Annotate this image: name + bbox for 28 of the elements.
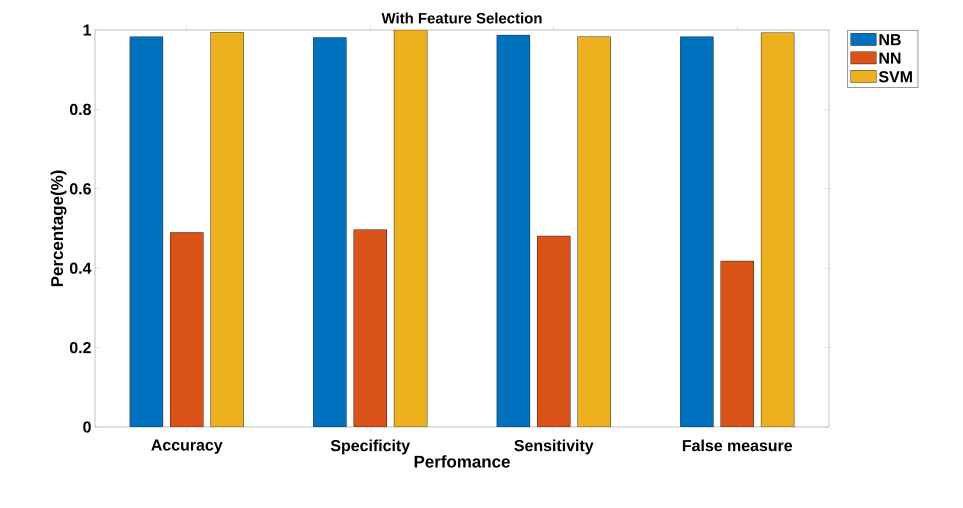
bar: [760, 32, 794, 427]
y-tick-label: 0.8: [70, 104, 91, 116]
bar: [210, 32, 244, 427]
chart-title: With Feature Selection: [382, 12, 542, 24]
legend-label: SVM: [878, 71, 912, 82]
bar: [130, 36, 164, 427]
x-tick-label: Accuracy: [151, 440, 223, 454]
x-axis-title: Perfomance: [414, 455, 510, 468]
bar: [537, 236, 570, 427]
x-tick-label: False measure: [682, 440, 792, 452]
bar: [577, 36, 611, 427]
y-tick-label: 0.6: [70, 183, 91, 194]
x-tick-label: Specificity: [330, 440, 410, 454]
bar: [394, 30, 428, 427]
x-tick-label: Sensitivity: [514, 440, 594, 454]
y-tick-label: 0.4: [70, 262, 92, 274]
bar: [354, 229, 387, 427]
legend-label: NN: [880, 52, 900, 64]
bar: [720, 260, 754, 427]
bar: [680, 36, 714, 427]
y-tick-label: 0: [83, 421, 91, 433]
legend-label: NB: [880, 34, 901, 46]
bar: [496, 34, 530, 427]
y-tick-label: 0.2: [70, 342, 91, 354]
bar: [170, 232, 204, 427]
y-tick-label: 1: [84, 24, 92, 36]
y-axis-title: Percentage(%): [50, 170, 66, 286]
bar: [313, 37, 347, 427]
